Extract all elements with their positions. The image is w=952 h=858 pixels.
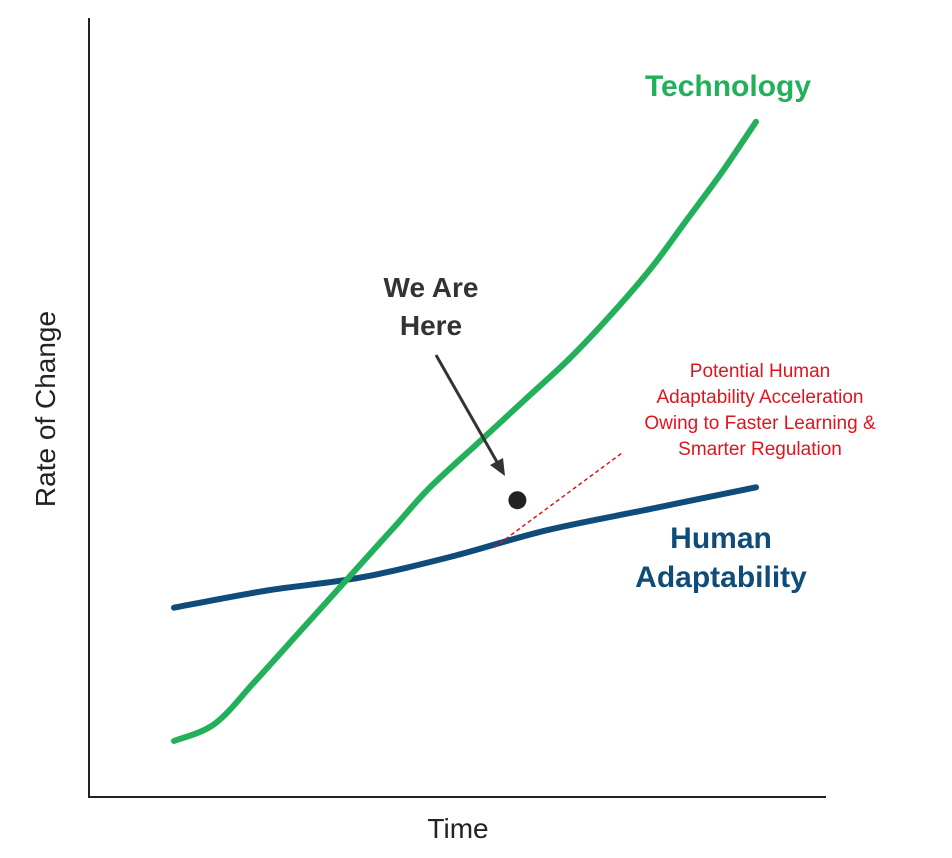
technology-series-line [171,118,759,744]
projection-label-line-3: Owing to Faster Learning & [644,413,876,434]
human-adaptability-label-line-2: Adaptability [635,561,807,594]
we-are-here-arrow-head [490,458,505,476]
we-are-here-arrow-shaft [434,354,499,463]
x-axis-label: Time [427,813,488,844]
projection-label-line-4: Smarter Regulation [678,439,842,460]
y-axis-label: Rate of Change [30,311,61,507]
human-adaptability-series-line [171,484,759,611]
we-are-here-label-line-1: We Are [384,272,479,303]
series-layer [171,118,759,744]
we-are-here-label-line-2: Here [400,310,462,341]
projection-label-line-1: Potential Human [690,361,830,382]
technology-label: Technology [645,70,811,103]
human-adaptability-label-line-1: Human [670,522,772,555]
projection-label-line-2: Adaptability Acceleration [656,387,863,408]
projection-line [493,452,623,549]
we-are-here-marker [508,491,527,510]
